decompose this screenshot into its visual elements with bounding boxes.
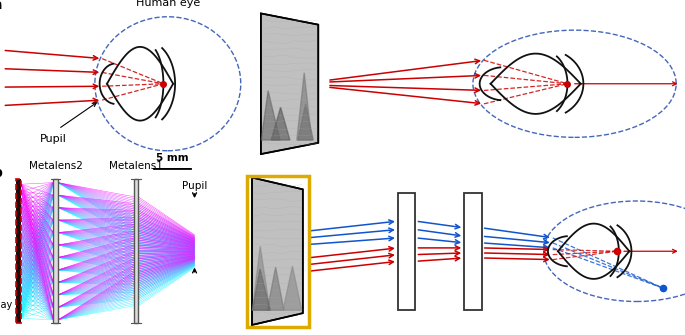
Polygon shape: [271, 107, 290, 140]
Polygon shape: [283, 266, 302, 310]
Text: Human eye: Human eye: [136, 0, 200, 8]
Text: Display: Display: [0, 300, 12, 310]
Bar: [16, 179, 21, 323]
Bar: [134, 179, 138, 323]
Bar: [464, 193, 482, 310]
Polygon shape: [261, 91, 280, 140]
Polygon shape: [252, 178, 303, 325]
Bar: [398, 193, 416, 310]
Polygon shape: [267, 267, 284, 310]
Bar: [247, 176, 308, 327]
Text: b: b: [0, 166, 3, 180]
Polygon shape: [253, 246, 270, 310]
Text: Metalens1: Metalens1: [109, 161, 163, 171]
Polygon shape: [298, 104, 313, 140]
Polygon shape: [297, 73, 312, 140]
Polygon shape: [253, 269, 270, 310]
Text: Metalens2: Metalens2: [29, 161, 83, 171]
Text: Pupil: Pupil: [40, 134, 67, 144]
Polygon shape: [261, 13, 319, 154]
Bar: [53, 179, 58, 323]
Text: 5 mm: 5 mm: [155, 153, 188, 163]
Text: a: a: [0, 0, 2, 12]
Text: Pupil: Pupil: [182, 181, 208, 191]
